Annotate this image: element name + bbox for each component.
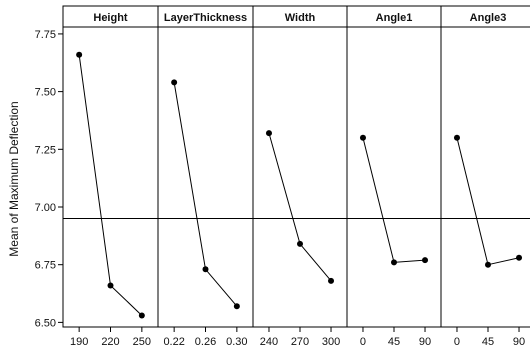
data-point: [76, 51, 83, 58]
plot-area: 6.50 6.75 7.00 7.25 7.50 7.75 Height 190 220 250 L…: [35, 5, 530, 348]
x-tick-label: 0.26: [195, 336, 216, 348]
data-point: [297, 240, 303, 247]
y-tick-label: 6.75: [35, 260, 56, 272]
panel-title-layerthickness: LayerThickness: [164, 12, 247, 24]
y-tick-label: 6.50: [35, 317, 56, 329]
y-tick-label: 7.00: [35, 202, 56, 214]
data-point: [233, 303, 240, 310]
x-tick-label: 190: [70, 336, 88, 348]
data-point: [391, 259, 397, 266]
data-point: [328, 277, 335, 284]
y-tick-label: 7.25: [35, 144, 56, 156]
data-point: [453, 134, 460, 141]
series-line-layerthickness: [173, 82, 238, 307]
plot-frame: [62, 5, 530, 328]
series-line-width: [268, 133, 332, 282]
x-tick-label: 270: [291, 336, 309, 348]
data-point: [202, 266, 209, 273]
x-tick-label: 45: [482, 336, 494, 348]
x-tick-label: 240: [260, 336, 278, 348]
panel-title-height: Height: [93, 12, 128, 24]
panel-title-angle1: Angle1: [376, 12, 413, 24]
x-tick-label: 0: [360, 336, 366, 348]
data-point: [171, 79, 178, 86]
data-point: [265, 130, 272, 137]
x-tick-label: 90: [419, 336, 431, 348]
x-tick-label: 0.22: [163, 336, 184, 348]
x-tick-label: 90: [513, 336, 525, 348]
x-tick-label: 220: [101, 336, 119, 348]
data-point: [359, 134, 366, 141]
x-tick-label: 0.30: [226, 336, 247, 348]
panel-title-width: Width: [285, 12, 316, 24]
x-tick-label: 0: [454, 336, 460, 348]
data-point: [138, 312, 145, 319]
x-tick-label: 300: [322, 336, 340, 348]
data-point: [516, 254, 523, 261]
data-point: [107, 282, 114, 289]
y-tick-label: 7.50: [35, 87, 56, 99]
series-line-angle3: [456, 137, 520, 266]
data-point: [422, 257, 429, 264]
y-tick-label: 7.75: [35, 29, 56, 41]
panel-title-angle3: Angle3: [470, 12, 507, 24]
series-line-height: [78, 54, 143, 316]
data-point: [485, 261, 491, 268]
x-tick-label: 250: [133, 336, 151, 348]
y-axis-title: Mean of Maximum Deflection: [7, 101, 21, 256]
x-tick-label: 45: [388, 336, 400, 348]
series-line-angle1: [362, 137, 426, 263]
